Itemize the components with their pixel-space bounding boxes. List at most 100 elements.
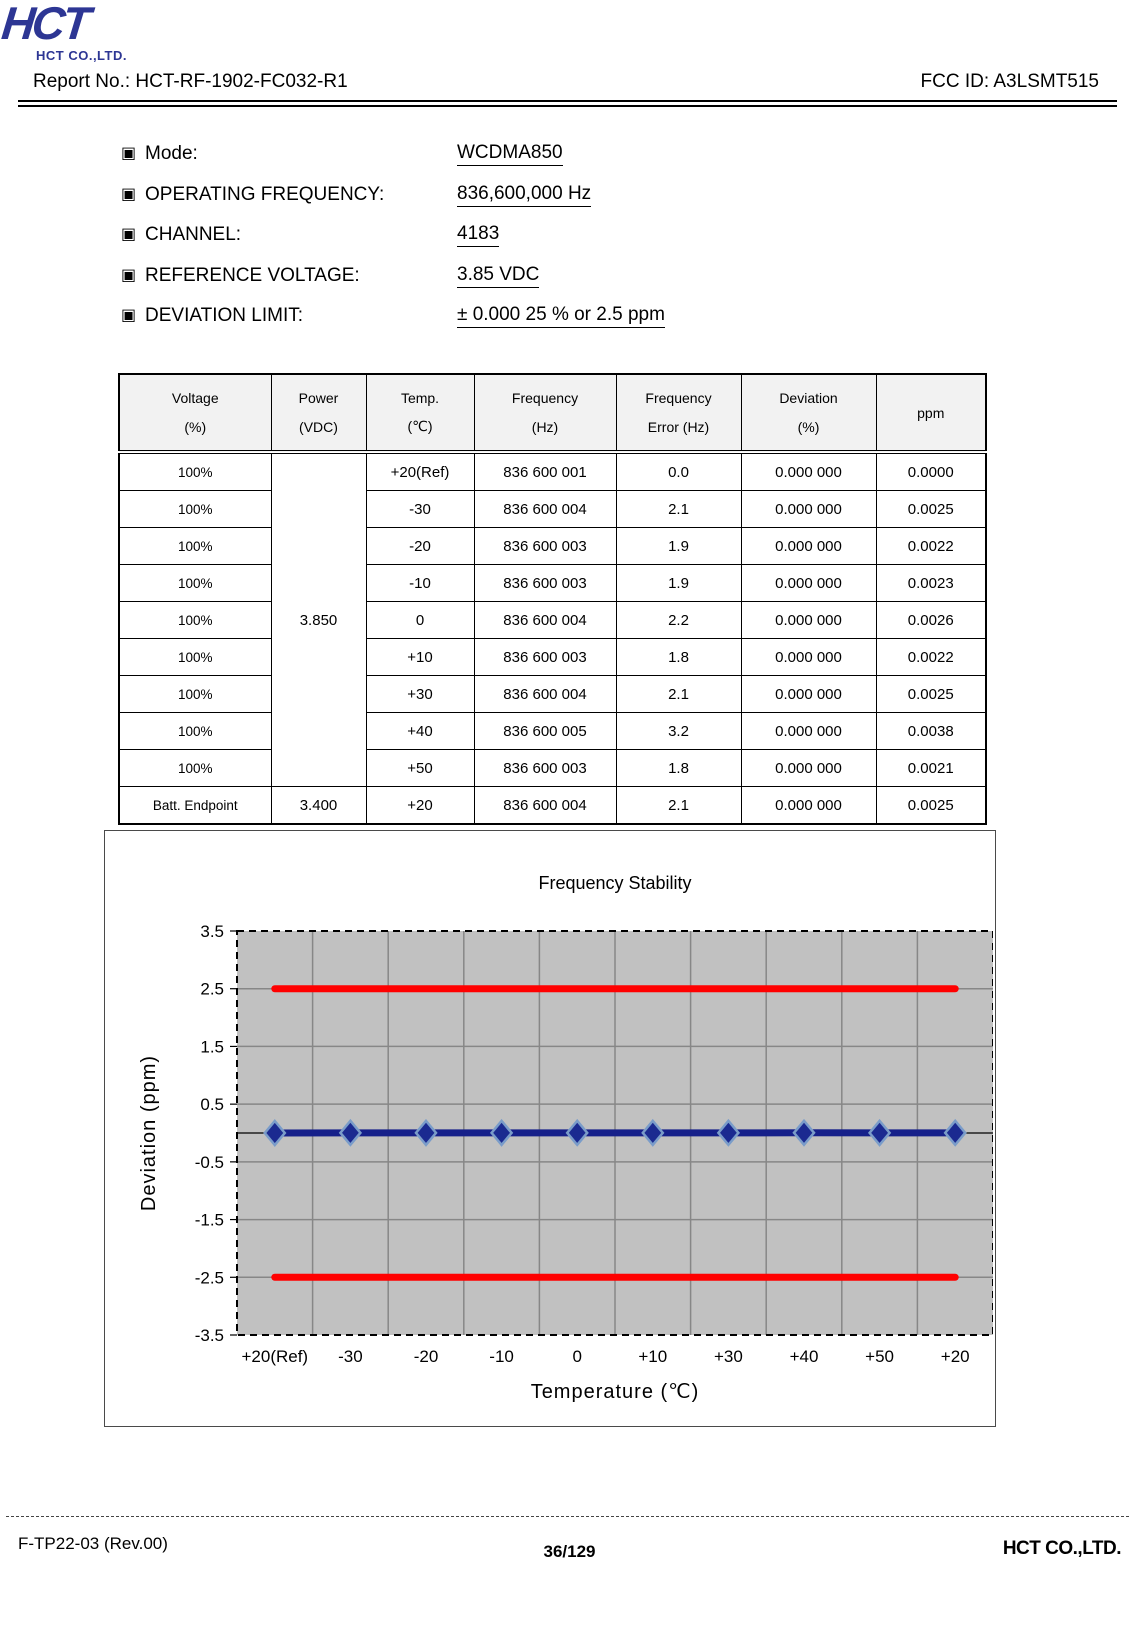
- parameter-row: ▣ OPERATING FREQUENCY: 836,600,000 Hz: [121, 175, 665, 216]
- ppm-cell: 0.0000: [875, 451, 987, 491]
- report-number: Report No.: HCT-RF-1902-FC032-R1: [33, 71, 348, 92]
- column-header: Temp. (℃): [365, 373, 475, 454]
- y-tick-label: -0.5: [195, 1153, 224, 1172]
- header-row: Voltage (%) Power (VDC) Temp. (℃) Frequency (Hz…: [118, 373, 987, 454]
- data-point-marker: [565, 1118, 589, 1147]
- data-point-marker: [489, 1118, 514, 1147]
- y-tick-label: -3.5: [195, 1326, 224, 1345]
- square-bullet-icon: ▣: [121, 307, 137, 325]
- column-header-text: Frequency (Hz): [475, 378, 616, 448]
- x-tick-label: -30: [338, 1347, 363, 1366]
- ppm-cell: 0.0022: [875, 638, 987, 676]
- parameter-row: ▣ Mode: WCDMA850: [121, 134, 665, 175]
- ppm-cell: 0.0022: [875, 527, 987, 565]
- frequency-error-cell: 1.8: [615, 749, 742, 787]
- ppm-cell: 0.0038: [875, 712, 987, 750]
- temp-cell: 0: [365, 601, 475, 639]
- report-header-line: Report No.: HCT-RF-1902-FC032-R1 FCC ID:…: [33, 71, 1099, 93]
- data-point-marker: [414, 1118, 438, 1147]
- table-row: 100% 3.850 +20(Ref) 836 600 001 0.0 0.000 000…: [118, 451, 987, 787]
- table-row: Batt. Endpoint 3.400 +20 836 600 004 2.1 0.00…: [118, 786, 987, 825]
- column-header: Power (VDC): [270, 373, 367, 454]
- data-point-marker: [263, 1119, 287, 1147]
- x-tick-label: +50: [865, 1347, 894, 1366]
- x-tick-label: +30: [714, 1347, 743, 1366]
- parameter-value: ± 0.000 25 % or 2.5 ppm: [457, 304, 665, 329]
- column-header-text: Voltage (%): [120, 378, 271, 448]
- data-point-marker: [338, 1118, 363, 1147]
- page-number: 36/129: [543, 1542, 596, 1561]
- frequency-error-cell: 1.9: [615, 527, 742, 565]
- table-row: 100% -30 836 600 004 2.1 0.000 000 0.0025: [118, 490, 987, 528]
- header-divider: [18, 100, 1117, 107]
- parameter-value: 3.85 VDC: [457, 264, 540, 288]
- table-row: 100% -10 836 600 003 1.9 0.000 000 0.0023: [118, 564, 987, 602]
- deviation-cell: 0.000 000: [740, 527, 877, 565]
- table-row: 100% +30 836 600 004 2.1 0.000 000 0.0025: [118, 675, 987, 713]
- voltage-cell: 100%: [118, 675, 272, 713]
- column-header-text: ppm: [877, 378, 986, 448]
- temp-cell: +10: [365, 638, 475, 676]
- parameter-row: ▣ REFERENCE VOLTAGE: 3.85 VDC: [121, 256, 665, 297]
- y-tick-label: 2.5: [200, 980, 224, 999]
- frequency-error-cell: 1.8: [615, 638, 742, 676]
- frequency-error-cell: 2.1: [615, 675, 742, 713]
- column-header-line2: (Hz): [531, 418, 559, 435]
- voltage-cell: Batt. Endpoint: [118, 786, 272, 825]
- page-footer: F-TP22-03 (Rev.00) 36/129 HCT CO.,LTD.: [18, 1530, 1122, 1570]
- measurement-table-header: Voltage (%) Power (VDC) Temp. (℃) Frequency (Hz…: [118, 373, 987, 454]
- deviation-cell: 0.000 000: [740, 675, 877, 713]
- column-header-line1: Frequency: [645, 390, 712, 407]
- frequency-stability-chart: 3.5 2.5 1.5 0.5 -0.5 -1.5 -2.5 -3.5 +20(Ref) -30 -…: [104, 830, 996, 1427]
- temp-cell: +20(Ref): [365, 451, 475, 491]
- column-header: Frequency Error (Hz): [615, 373, 742, 454]
- y-tick-label: 1.5: [200, 1037, 224, 1056]
- temp-cell: -10: [365, 564, 475, 602]
- frequency-cell: 836 600 003: [473, 638, 617, 676]
- parameter-label: DEVIATION LIMIT:: [145, 305, 304, 327]
- column-header-text: Deviation (%): [742, 378, 876, 448]
- data-point-marker: [716, 1118, 741, 1147]
- ppm-cell: 0.0021: [875, 749, 987, 787]
- measurement-table-body: 100% 3.850 +20(Ref) 836 600 001 0.0 0.000 000…: [118, 451, 987, 825]
- power-merged-cell: 3.850: [270, 451, 367, 787]
- power-cell: 3.400: [270, 786, 367, 825]
- deviation-cell: 0.000 000: [740, 638, 877, 676]
- column-header: Voltage (%): [118, 373, 272, 454]
- column-header-text: Frequency Error (Hz): [617, 378, 741, 448]
- frequency-error-cell: 3.2: [615, 712, 742, 750]
- temp-cell: +30: [365, 675, 475, 713]
- table-row: 100% +50 836 600 003 1.8 0.000 000 0.0021: [118, 749, 987, 787]
- column-header-line1: Frequency: [511, 390, 579, 407]
- column-header-line2: (℃): [407, 418, 433, 435]
- parameter-value: 4183: [457, 223, 500, 248]
- form-number: F-TP22-03 (Rev.00): [18, 1534, 168, 1553]
- frequency-cell: 836 600 004: [473, 601, 617, 639]
- y-tick-label: 0.5: [200, 1095, 224, 1114]
- voltage-cell: 100%: [118, 527, 272, 565]
- ppm-cell: 0.0025: [875, 786, 987, 825]
- deviation-cell: 0.000 000: [740, 749, 877, 787]
- data-point-marker: [641, 1118, 665, 1147]
- parameter-label: OPERATING FREQUENCY:: [145, 183, 385, 205]
- x-tick-label: +10: [638, 1347, 667, 1366]
- x-axis-title: Temperature (℃): [531, 1381, 700, 1403]
- parameter-list: ▣ Mode: WCDMA850 ▣ OPERATING FREQUENCY: 836,6…: [121, 134, 665, 337]
- voltage-cell: 100%: [118, 564, 272, 602]
- parameter-value: WCDMA850: [457, 142, 563, 167]
- column-header-line1: Temp.: [400, 389, 440, 406]
- voltage-cell: 100%: [118, 712, 272, 750]
- column-header: ppm: [875, 373, 987, 454]
- column-header-line2: (%): [797, 418, 820, 435]
- deviation-cell: 0.000 000: [740, 601, 877, 639]
- data-point-marker: [943, 1118, 967, 1147]
- frequency-cell: 836 600 003: [473, 527, 617, 565]
- square-bullet-icon: ▣: [121, 145, 137, 163]
- plot-area-border: [236, 930, 994, 1336]
- table-row: 100% -20 836 600 003 1.9 0.000 000 0.0022: [118, 527, 987, 565]
- frequency-cell: 836 600 001: [473, 451, 617, 491]
- data-point-marker: [867, 1118, 892, 1147]
- y-tick-label: 3.5: [200, 922, 224, 941]
- frequency-cell: 836 600 004: [473, 490, 617, 528]
